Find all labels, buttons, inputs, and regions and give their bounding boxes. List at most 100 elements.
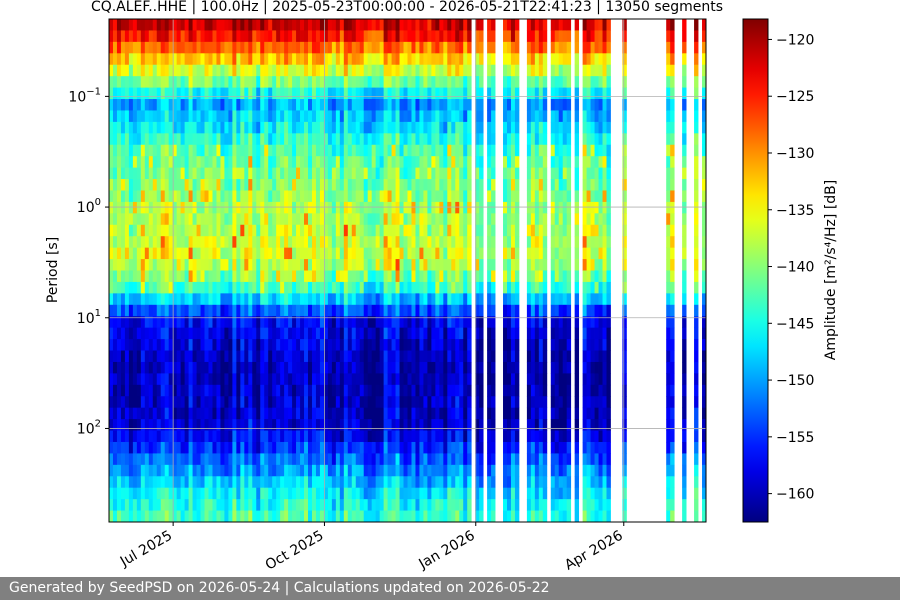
heatmap-cell — [144, 121, 150, 134]
heatmap-cell — [280, 396, 285, 409]
heatmap-cell — [475, 121, 480, 134]
heatmap-cell — [220, 236, 225, 249]
heatmap-cell — [550, 270, 556, 283]
heatmap-cell — [427, 213, 432, 226]
heatmap-cell — [112, 133, 118, 146]
heatmap-cell — [558, 19, 564, 31]
heatmap-cell — [447, 499, 452, 511]
heatmap-cell — [160, 316, 166, 329]
heatmap-cell — [116, 144, 122, 157]
heatmap-cell — [403, 316, 408, 329]
heatmap-cell — [359, 41, 365, 54]
heatmap-cell — [558, 259, 564, 271]
heatmap-cell — [383, 87, 388, 100]
heatmap-cell — [228, 316, 233, 329]
heatmap-cell — [112, 190, 118, 203]
heatmap-cell — [503, 144, 508, 157]
heatmap-cell — [224, 156, 229, 169]
heatmap-cell — [411, 487, 416, 500]
heatmap-cell — [204, 487, 209, 500]
heatmap-cell — [343, 339, 349, 351]
heatmap-cell — [248, 236, 253, 249]
heatmap-cell — [304, 213, 309, 226]
heatmap-cell — [530, 99, 536, 111]
heatmap-cell — [128, 76, 134, 88]
heatmap-cell — [172, 464, 178, 477]
heatmap-cell — [503, 384, 508, 397]
heatmap-cell — [491, 430, 496, 443]
heatmap-cell — [232, 441, 237, 454]
heatmap-cell — [379, 339, 385, 351]
heatmap-cell — [435, 190, 440, 203]
heatmap-cell — [347, 133, 353, 146]
heatmap-cell — [415, 53, 420, 66]
heatmap-cell — [276, 144, 281, 157]
heatmap-cell — [128, 384, 134, 397]
heatmap-cell — [180, 53, 186, 66]
heatmap-cell — [132, 179, 138, 191]
heatmap-cell — [371, 350, 377, 363]
heatmap-cell — [128, 487, 134, 500]
heatmap-cell — [132, 270, 138, 283]
heatmap-cell — [379, 499, 385, 511]
heatmap-cell — [347, 476, 353, 489]
heatmap-cell — [212, 419, 217, 431]
heatmap-cell — [439, 453, 444, 466]
heatmap-cell — [264, 350, 269, 363]
heatmap-cell — [455, 281, 460, 294]
heatmap-cell — [244, 247, 249, 260]
heatmap-cell — [479, 476, 484, 489]
heatmap-cell — [331, 510, 337, 522]
heatmap-cell — [503, 167, 508, 180]
heatmap-cell — [248, 384, 253, 397]
heatmap-cell — [411, 270, 416, 283]
heatmap-cell — [164, 350, 170, 363]
heatmap-cell — [212, 64, 217, 77]
heatmap-cell — [379, 487, 385, 500]
heatmap-cell — [311, 19, 317, 31]
heatmap-cell — [383, 99, 388, 111]
heatmap-cell — [232, 167, 237, 180]
heatmap-cell — [268, 259, 273, 271]
heatmap-cell — [375, 304, 381, 317]
heatmap-cell — [228, 99, 233, 111]
heatmap-cell — [152, 53, 158, 66]
heatmap-cell — [427, 453, 432, 466]
heatmap-cell — [387, 396, 392, 409]
heatmap-cell — [463, 304, 468, 317]
heatmap-cell — [586, 373, 591, 386]
heatmap-cell — [319, 156, 325, 169]
heatmap-cell — [160, 487, 166, 500]
heatmap-cell — [264, 499, 269, 511]
heatmap-cell — [455, 87, 460, 100]
heatmap-cell — [319, 430, 325, 443]
heatmap-cell — [327, 464, 333, 477]
heatmap-cell — [443, 179, 448, 191]
heatmap-cell — [467, 464, 472, 477]
heatmap-cell — [439, 156, 444, 169]
heatmap-cell — [252, 110, 257, 123]
heatmap-cell — [304, 133, 309, 146]
heatmap-cell — [427, 30, 432, 43]
heatmap-cell — [383, 224, 388, 237]
heatmap-cell — [288, 53, 293, 66]
heatmap-cell — [415, 76, 420, 88]
heatmap-cell — [443, 121, 448, 134]
heatmap-cell — [574, 373, 580, 386]
heatmap-cell — [447, 64, 452, 77]
heatmap-cell — [574, 121, 580, 134]
heatmap-cell — [503, 99, 508, 111]
heatmap-cell — [144, 190, 150, 203]
heatmap-cell — [351, 270, 357, 283]
heatmap-cell — [566, 156, 572, 169]
heatmap-cell — [534, 64, 540, 77]
heatmap-cell — [443, 316, 448, 329]
heatmap-cell — [300, 110, 305, 123]
heatmap-cell — [550, 361, 556, 374]
heatmap-cell — [359, 476, 365, 489]
heatmap-cell — [323, 407, 329, 420]
heatmap-cell — [228, 384, 233, 397]
heatmap-cell — [487, 304, 492, 317]
heatmap-cell — [475, 339, 480, 351]
heatmap-cell — [391, 179, 396, 191]
